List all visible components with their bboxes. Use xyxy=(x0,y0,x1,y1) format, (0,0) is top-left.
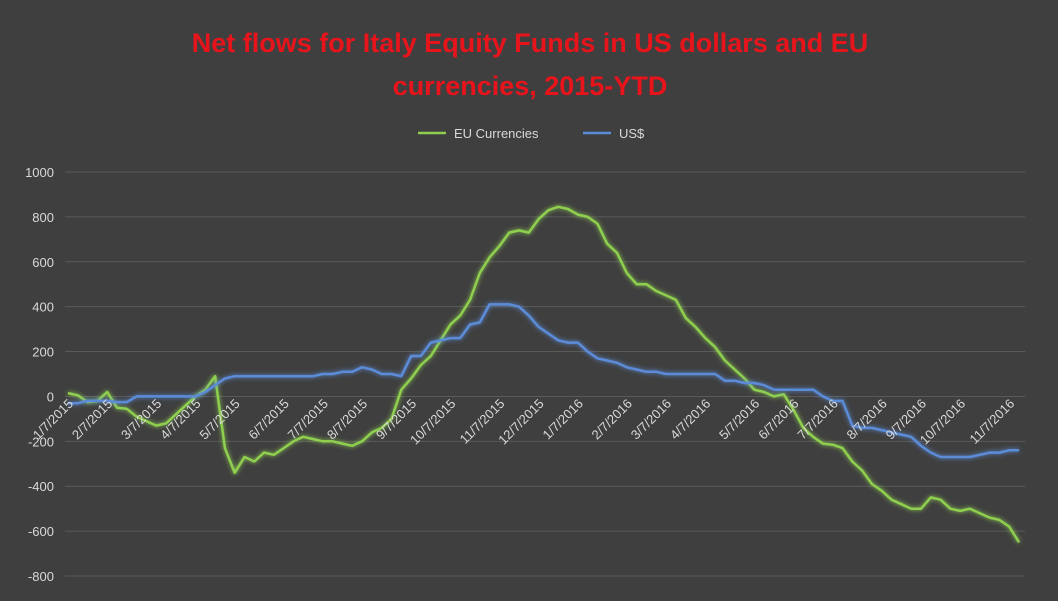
grid: -800 -600 -400 -200 0 200 400 600 800 1000 xyxy=(25,165,1025,584)
y-tick-label: 200 xyxy=(32,345,54,360)
y-tick-label: -600 xyxy=(28,524,54,539)
y-tick-label: 1000 xyxy=(25,165,54,180)
legend: EU Currencies US$ xyxy=(418,126,645,141)
series-line xyxy=(67,205,1021,543)
chart-title: Net flows for Italy Equity Funds in US d… xyxy=(191,28,869,101)
series-line xyxy=(68,303,1019,459)
plot xyxy=(67,205,1021,543)
legend-label: US$ xyxy=(619,126,645,141)
y-tick-label: 600 xyxy=(32,255,54,270)
legend-label: EU Currencies xyxy=(454,126,539,141)
y-tick-label: -400 xyxy=(28,479,54,494)
y-tick-label: 400 xyxy=(32,300,54,315)
y-tick-label: 800 xyxy=(32,210,54,225)
title-box: Net flows for Italy Equity Funds in US d… xyxy=(191,28,869,101)
y-tick-label: 0 xyxy=(47,389,54,404)
y-tick-label: -200 xyxy=(28,434,54,449)
y-tick-label: -800 xyxy=(28,569,54,584)
